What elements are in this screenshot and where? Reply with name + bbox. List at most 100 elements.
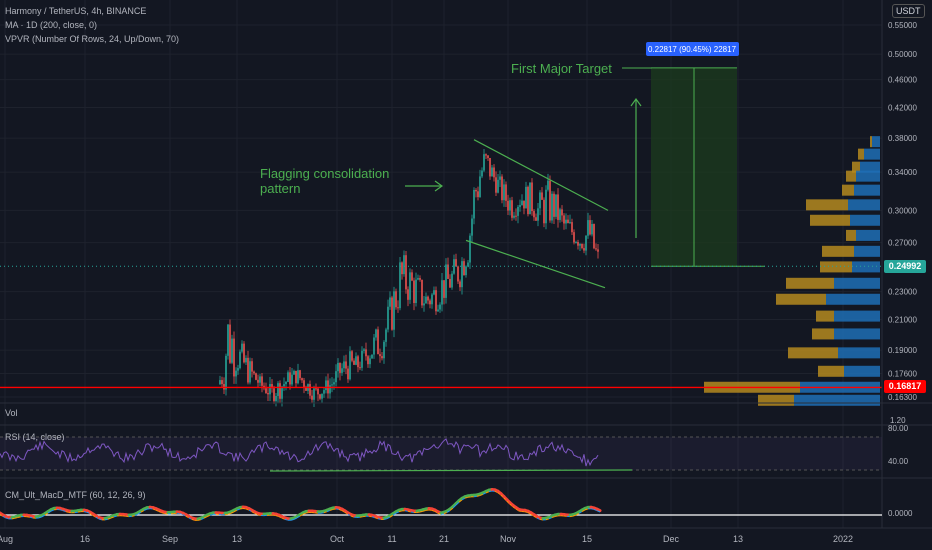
candle-body <box>377 329 379 355</box>
candle-body <box>271 384 273 389</box>
currency-badge[interactable]: USDT <box>892 4 925 18</box>
macd-signal-segment <box>419 510 424 513</box>
macd-signal-segment <box>11 517 16 520</box>
vpvr-legend[interactable]: VPVR (Number Of Rows, 24, Up/Down, 70) <box>5 34 180 44</box>
ma-legend[interactable]: MA · 1D (200, close, 0) <box>5 20 98 30</box>
candle-body <box>515 215 517 217</box>
candle-body <box>447 264 449 279</box>
vpvr-up-bar <box>794 394 880 406</box>
vpvr-up-bar <box>834 328 880 340</box>
x-tick-label: 2022 <box>833 534 853 544</box>
macd-signal-segment <box>326 509 331 513</box>
candle-body <box>345 361 347 369</box>
candle-body <box>493 167 495 178</box>
macd-signal-segment <box>143 508 148 511</box>
vpvr-down-bar <box>806 199 848 211</box>
candle-body <box>349 351 351 380</box>
candle-body <box>393 291 395 330</box>
symbol-legend[interactable]: Harmony / TetherUS, 4h, BINANCE <box>5 6 147 16</box>
macd-signal-segment <box>545 518 550 521</box>
macd-signal-segment <box>386 516 391 520</box>
candle-body <box>331 384 333 386</box>
candle-body <box>581 243 583 249</box>
candle-body <box>339 362 341 373</box>
vpvr-down-bar <box>816 310 834 322</box>
macd-signal-segment <box>230 511 235 514</box>
candle-body <box>531 182 533 212</box>
candle-body <box>375 329 377 338</box>
candle-body <box>449 278 451 288</box>
candle-body <box>275 396 277 402</box>
macd-signal-segment <box>206 514 211 518</box>
x-tick-label: 21 <box>439 534 449 544</box>
price-axis[interactable]: 0.55000 0.50000 0.46000 0.42000 0.38000 0.340… <box>888 21 917 402</box>
macd-signal-segment <box>197 519 202 521</box>
vpvr-up-bar <box>850 214 880 226</box>
candle-body <box>437 309 439 312</box>
x-tick-label: 11 <box>387 534 396 544</box>
vpvr-up-bar <box>856 170 880 182</box>
candle-body <box>475 189 477 192</box>
candle-body <box>547 180 549 190</box>
candle-body <box>315 388 317 390</box>
candle-body <box>523 200 525 209</box>
candle-body <box>431 294 433 305</box>
macd-signal-segment <box>446 510 451 513</box>
candle-body <box>459 281 461 288</box>
macd-signal-segment <box>200 517 205 521</box>
candle-body <box>415 279 417 304</box>
macd-signal-segment <box>596 510 601 513</box>
macd-signal-segment <box>551 516 556 519</box>
flag-lower-trendline <box>465 239 606 289</box>
candle-body <box>541 192 543 200</box>
macd-signal-segment <box>389 514 394 518</box>
candle-body <box>593 224 595 249</box>
vpvr-down-bar <box>852 161 860 173</box>
time-axis[interactable]: Aug 16 Sep 13 Oct 11 21 Nov 15 Dec 13 2022 <box>0 534 853 544</box>
vpvr-down-bar <box>842 184 854 196</box>
candle-body <box>575 242 577 244</box>
macd-signal-segment <box>113 515 118 518</box>
candle-body <box>519 205 521 207</box>
candle-body <box>465 266 467 276</box>
vpvr-down-bar <box>812 328 834 340</box>
vpvr-up-bar <box>848 199 880 211</box>
vpvr-up-bar <box>854 184 880 196</box>
rsi-trendline <box>269 469 633 472</box>
candle-body <box>579 243 581 246</box>
x-tick-label: 15 <box>582 534 592 544</box>
macd-signal-segment <box>455 501 460 506</box>
candle-body <box>257 379 259 383</box>
candle-body <box>365 349 367 357</box>
candle-body <box>395 291 397 308</box>
y-tick-label: 0.38000 <box>888 134 917 143</box>
candle-body <box>573 232 575 243</box>
candle-body <box>383 341 385 359</box>
macd-legend[interactable]: CM_Ult_MacD_MTF (60, 12, 26, 9) <box>5 490 146 500</box>
macd-signal-segment <box>233 509 238 513</box>
macd-signal-segment <box>137 511 142 515</box>
vpvr-down-bar <box>846 229 856 241</box>
candle-body <box>267 393 269 395</box>
macd-signal-segment <box>485 491 490 494</box>
y-tick-label: 0.19000 <box>888 346 917 355</box>
candle-body <box>417 278 419 280</box>
rsi-legend[interactable]: RSI (14, close) <box>5 432 65 442</box>
vpvr-down-bar <box>810 214 850 226</box>
macd-signal-segment <box>104 518 109 521</box>
vol-legend[interactable]: Vol <box>5 408 18 418</box>
candle-body <box>301 378 303 381</box>
candle-body <box>557 194 559 220</box>
candle-body <box>403 255 405 275</box>
candle-body <box>463 261 465 276</box>
support-price-label: 0.16817 <box>884 380 926 393</box>
candle-body <box>567 219 569 224</box>
flag-arrow-icon <box>405 180 444 192</box>
candle-body <box>227 324 229 356</box>
macd-signal-segment <box>203 516 208 519</box>
candle-body <box>363 349 365 351</box>
macd-signal-segment <box>464 496 469 499</box>
flag-upper-trendline <box>473 139 609 211</box>
macd-signal-segment <box>476 495 481 497</box>
